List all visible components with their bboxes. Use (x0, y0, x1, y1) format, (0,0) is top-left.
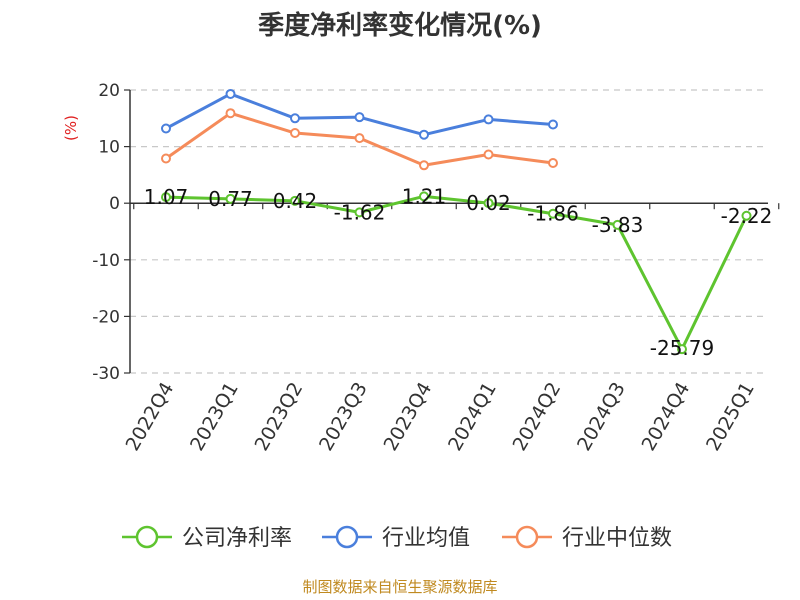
series-2 (161, 108, 558, 171)
series-1 (161, 88, 558, 140)
series-lines (161, 88, 752, 355)
data-point[interactable] (225, 193, 236, 204)
source-note: 制图数据来自恒生聚源数据库 (302, 578, 497, 596)
data-point[interactable] (354, 133, 365, 144)
x-tick-label: 2022Q4 (122, 379, 179, 455)
data-point[interactable] (548, 119, 558, 130)
data-point[interactable] (225, 88, 236, 99)
data-point[interactable] (354, 207, 365, 218)
data-point[interactable] (483, 149, 494, 160)
legend-label: 公司净利率 (182, 526, 292, 551)
data-point[interactable] (741, 210, 752, 221)
data-label: 0.77 (208, 187, 253, 211)
x-tick-label: 2024Q4 (638, 379, 695, 455)
x-tick-label: 2024Q1 (444, 379, 501, 455)
data-point[interactable] (419, 191, 429, 202)
data-point[interactable] (419, 129, 429, 140)
data-point[interactable] (677, 344, 687, 355)
gridlines (130, 89, 768, 374)
y-tick-label: 10 (98, 138, 120, 158)
data-label: 1.07 (144, 185, 189, 209)
data-point[interactable] (225, 108, 236, 119)
legend-label: 行业均值 (382, 526, 470, 551)
y-tick-label: -10 (92, 251, 120, 271)
x-tick-label: 2023Q2 (251, 379, 308, 455)
chart-title: 季度净利率变化情况(%) (258, 10, 542, 41)
y-axis-unit: (%) (62, 115, 80, 141)
data-label: 0.02 (466, 191, 511, 215)
data-point[interactable] (161, 192, 171, 203)
data-point[interactable] (483, 114, 494, 125)
series-line (165, 194, 748, 351)
legend-marker (515, 525, 539, 549)
data-label: 0.42 (273, 189, 318, 213)
legend-item-2[interactable]: 行业中位数 (502, 525, 672, 551)
data-point[interactable] (548, 208, 558, 219)
data-point[interactable] (161, 153, 171, 164)
legend-marker (335, 525, 359, 549)
data-point[interactable] (354, 112, 365, 123)
data-point[interactable] (290, 128, 300, 139)
series-0 (161, 191, 752, 355)
data-point[interactable] (290, 113, 300, 124)
y-tick-label: -30 (92, 364, 120, 384)
x-tick-label: 2023Q4 (380, 379, 437, 455)
y-tick-label: -20 (92, 307, 120, 327)
data-point[interactable] (548, 158, 558, 169)
x-tick-label: 2025Q1 (702, 379, 759, 455)
data-label: -1.62 (334, 200, 386, 224)
x-tick-label: 2024Q3 (573, 379, 630, 455)
y-tick-label: 0 (109, 194, 120, 214)
x-tick-label: 2023Q1 (186, 379, 243, 455)
x-tick-label: 2023Q3 (315, 379, 372, 455)
x-tick-labels: 2022Q4 2023Q1 2023Q2 2023Q3 2023Q4 2024Q1 2024… (122, 379, 759, 455)
data-labels: 1.07 0.77 0.42 -1.62 1.21 0.02 -1.86 -3.83 -25.7… (144, 184, 773, 360)
axes (124, 89, 780, 374)
legend-label: 行业中位数 (562, 526, 672, 551)
data-point[interactable] (161, 123, 171, 134)
data-label: -3.83 (592, 213, 644, 237)
legend-marker (135, 525, 159, 549)
legend-item-1[interactable]: 行业均值 (322, 525, 470, 551)
data-label: -25.79 (650, 336, 714, 360)
data-point[interactable] (483, 198, 494, 209)
data-point[interactable] (290, 195, 300, 206)
data-label: -1.86 (527, 202, 579, 226)
data-point[interactable] (419, 160, 429, 171)
data-label: 1.21 (402, 184, 447, 208)
y-tick-labels: 20 10 0 -10 -20 -30 (92, 81, 120, 384)
data-point[interactable] (612, 219, 623, 230)
x-tick-label: 2024Q2 (509, 379, 566, 455)
data-label: -2.22 (721, 204, 773, 228)
legend-item-0[interactable]: 公司净利率 (122, 525, 292, 551)
y-tick-label: 20 (98, 81, 120, 101)
legend[interactable]: 公司净利率 行业均值 行业中位数 (122, 525, 672, 551)
